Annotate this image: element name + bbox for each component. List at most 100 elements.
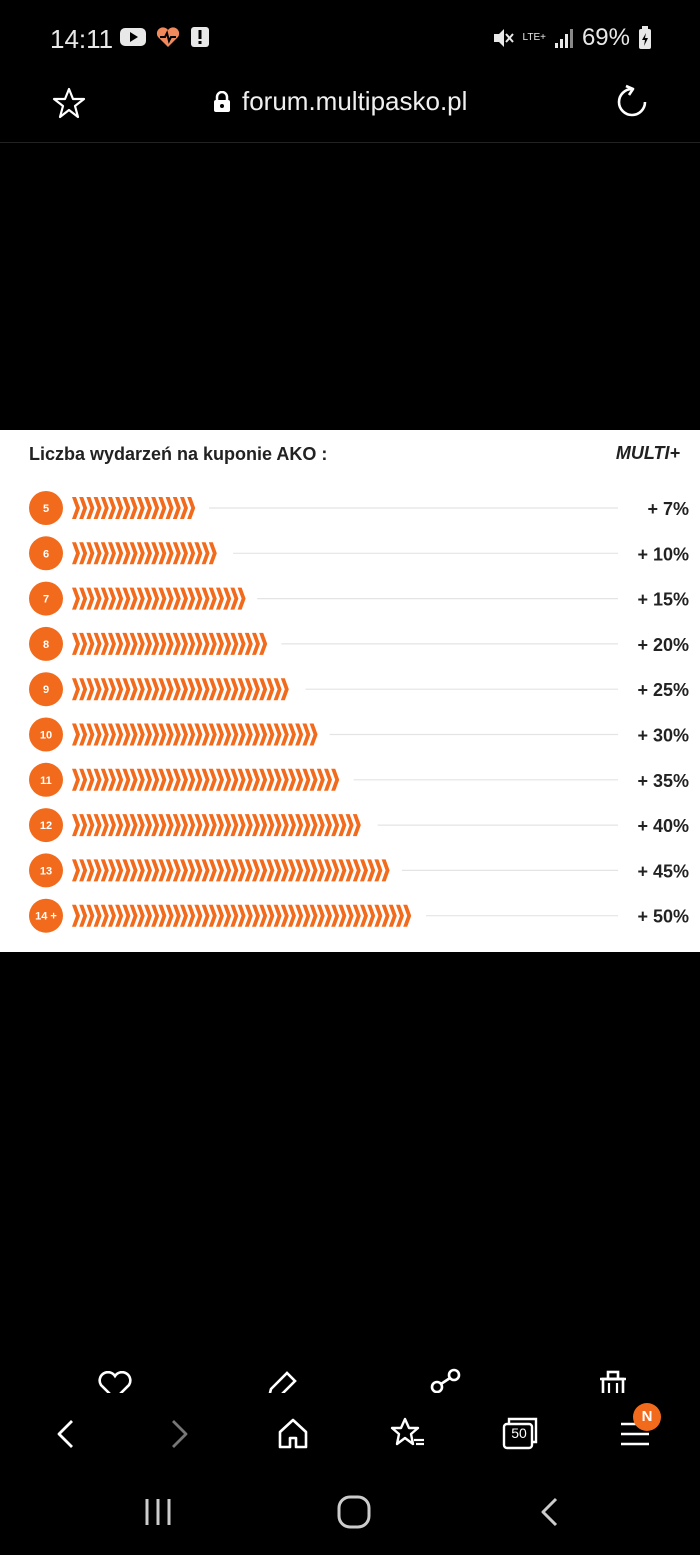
bar-chevron [144,587,152,610]
bar-chevron [86,904,95,927]
bonus-label: + 50% [637,907,689,927]
bar-chevron [252,632,260,655]
bar-chevron [216,814,224,837]
bar-chevron [115,768,124,791]
bar-chevron [180,904,188,927]
lock-icon [214,90,230,112]
bar-chevron [194,904,203,927]
bar-chevron [273,814,282,837]
bar-chevron [86,814,95,837]
bar-chevron [324,768,332,791]
signal-icon [554,29,573,48]
bar-chevron [79,497,88,519]
bonus-label: + 40% [637,816,689,836]
bar-chevron [237,768,246,791]
tabs-icon[interactable] [502,1416,538,1450]
bar-chevron [244,768,253,791]
bar-chevron [172,859,181,882]
bar-chevron [158,814,167,837]
reload-icon[interactable] [614,84,650,120]
bar-chevron [230,768,239,791]
bar-chevron [201,587,210,610]
bar-chevron [115,542,124,565]
back-icon[interactable] [54,1418,78,1450]
status-time: 14:11 [50,24,114,54]
bar-chevron [93,542,102,565]
bar-chevron [151,632,160,655]
forward-icon[interactable] [167,1418,191,1450]
bar-chevron [280,814,289,837]
bonus-label: + 15% [637,590,689,610]
bar-chevron [244,678,253,701]
row-number-badge [29,898,63,933]
bar-chevron [273,859,282,882]
bookmark-star-icon[interactable] [52,86,86,120]
bar-chevron [302,814,311,837]
edit-icon[interactable] [265,1369,299,1393]
bookmarks-icon[interactable] [390,1416,426,1450]
bar-chevron [187,814,196,837]
bar-chevron [93,587,102,610]
delete-icon[interactable] [597,1367,629,1393]
bar-chevron [273,904,282,927]
bar-chevron [129,542,138,565]
bar-chevron [115,723,124,746]
heart-icon[interactable] [97,1371,133,1393]
bar-chevron [129,632,138,655]
bar-chevron [93,632,102,655]
bar-chevron [309,723,318,746]
bar-chevron [100,678,109,701]
bar-chevron [230,678,239,701]
bar-chevron [158,678,167,701]
bar-chevron [230,814,239,837]
battery-percent: 69% [581,24,630,51]
share-icon[interactable] [428,1367,464,1393]
bar-chevron [396,904,404,927]
bar-chevron [273,678,282,701]
system-back-icon[interactable] [538,1496,562,1528]
url-field[interactable]: forum.multipasko.pl [212,86,467,117]
system-nav-bar [0,1480,700,1555]
bar-chevron [180,632,188,655]
home-button-icon[interactable] [336,1494,372,1530]
bar-chevron [172,678,181,701]
bar-chevron [144,632,152,655]
row-bar [72,814,361,837]
bar-chevron [165,723,174,746]
bar-chevron [208,723,217,746]
bar-chevron [345,814,354,837]
bar-chevron [165,587,174,610]
bar-chevron [331,768,340,791]
bar-chevron [367,859,376,882]
home-icon[interactable] [276,1416,310,1450]
bar-chevron [295,859,304,882]
bar-chevron [288,859,296,882]
bar-chevron [122,632,131,655]
recent-apps-icon[interactable] [142,1496,174,1528]
bar-chevron [108,859,116,882]
bar-chevron [187,904,196,927]
bar-chevron [273,768,282,791]
bar-chevron [201,859,210,882]
bar-chevron [180,768,188,791]
bar-chevron [144,678,152,701]
bar-chevron [122,497,131,519]
bar-chevron [194,768,203,791]
bonus-label: + 7% [647,499,689,519]
bar-chevron [158,632,167,655]
bar-chevron [172,542,181,565]
bar-chevron [266,859,275,882]
bar-chevron [129,859,138,882]
bar-chevron [230,859,239,882]
bar-chevron [129,497,138,519]
bar-chevron [93,678,102,701]
bar-chevron [208,814,217,837]
bar-chevron [86,542,95,565]
bar-chevron [223,678,232,701]
bar-chevron [223,904,232,927]
bar-chevron [302,723,311,746]
bar-chevron [280,768,289,791]
chart-title: Liczba wydarzeń na kuponie AKO : [29,444,328,464]
bar-chevron [244,859,253,882]
bar-chevron [187,632,196,655]
